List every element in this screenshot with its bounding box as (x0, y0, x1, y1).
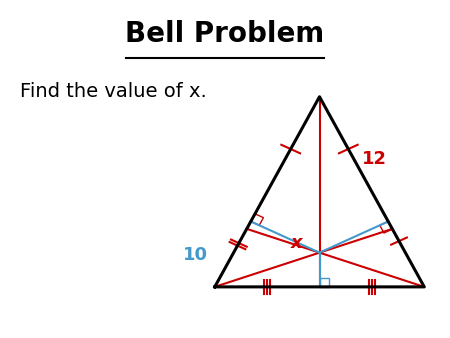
Text: Bell Problem: Bell Problem (126, 20, 324, 48)
Text: Find the value of x.: Find the value of x. (20, 82, 207, 101)
Text: 12: 12 (362, 150, 387, 168)
Text: 10: 10 (183, 246, 208, 264)
Text: x: x (291, 234, 302, 252)
